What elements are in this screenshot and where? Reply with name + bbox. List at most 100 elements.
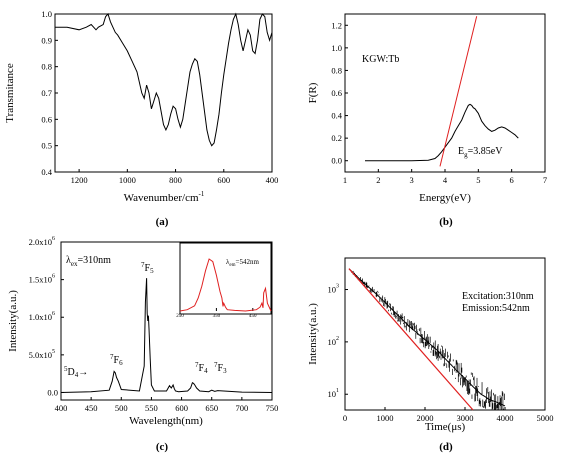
y-tick-label-b: 0.0 bbox=[331, 156, 342, 166]
series-line-b-fit bbox=[439, 16, 478, 167]
y-tick-label-sup: 6 bbox=[52, 236, 55, 242]
annotation-c-5d4-d: D bbox=[68, 367, 75, 378]
annotation-c-7f6-f: F bbox=[114, 355, 120, 366]
series-line-c bbox=[60, 278, 273, 393]
y-tick-label-sup: 6 bbox=[52, 274, 55, 280]
x-tick-label-c: 450 bbox=[85, 403, 98, 413]
y-tick-label-text: 0.5 bbox=[41, 141, 52, 151]
x-tick-label-b: 1 bbox=[343, 175, 347, 185]
y-tick-label-a: 0.7 bbox=[41, 88, 52, 98]
y-tick-label-text: 0.0 bbox=[47, 387, 58, 397]
y-tick-label-text: 1.0 bbox=[41, 9, 52, 19]
x-tick-label-b: 7 bbox=[543, 175, 547, 185]
annotation-c-7f4-sup: 7 bbox=[195, 361, 199, 369]
plot-frame-d bbox=[344, 257, 546, 411]
annotation-c-7f5-sub: 5 bbox=[150, 267, 154, 275]
x-tick-label-b: 5 bbox=[476, 175, 480, 185]
plot-frame-a bbox=[54, 13, 273, 173]
y-tick-label-text: 0.4 bbox=[331, 111, 342, 121]
y-tick-label-d: 103 bbox=[328, 284, 340, 295]
x-tick-label-c: 700 bbox=[235, 403, 248, 413]
y-tick-label-c: 2.0x106 bbox=[29, 236, 55, 247]
series-line-d-fit bbox=[348, 268, 474, 411]
x-tick-label-c: 750 bbox=[266, 403, 279, 413]
x-tick-label-a: 400 bbox=[266, 175, 279, 185]
y-tick-label-c: 1.0x106 bbox=[29, 311, 55, 322]
x-tick-label-ci: 350 bbox=[213, 314, 221, 319]
x-tick-label-a: 1000 bbox=[119, 175, 136, 185]
x-axis-label-a: Wavenumber/cm-1 bbox=[124, 190, 205, 204]
x-tick-label-b: 2 bbox=[376, 175, 380, 185]
y-tick-label-text: 0.2 bbox=[331, 133, 342, 143]
y-tick-label-text: 0.7 bbox=[41, 88, 52, 98]
panel-a: 1200 1000 800 600 400 0.4 0.5 0.6 0.7 0.8 0.9 1.0 W… bbox=[4, 9, 278, 204]
annotation-c-value: =310nm bbox=[77, 255, 111, 266]
y-tick-label-text: 0.8 bbox=[331, 65, 342, 75]
annotation-d-excitation: Excitation:310nm bbox=[462, 291, 534, 302]
y-tick-label-text: 10 bbox=[328, 389, 337, 399]
x-tick-label-d: 0 bbox=[343, 413, 347, 423]
x-tick-label-d: 4000 bbox=[497, 413, 514, 423]
y-tick-label-a: 0.6 bbox=[41, 114, 52, 124]
y-tick-label-text: 1.0x10 bbox=[29, 312, 52, 322]
y-tick-label-b: 0.8 bbox=[331, 65, 342, 75]
x-axis-label-a-sup: -1 bbox=[199, 190, 205, 198]
annotation-c-7f5-sup: 7 bbox=[141, 261, 145, 269]
y-tick-label-a: 0.4 bbox=[41, 167, 52, 177]
y-tick-label-text: 0.9 bbox=[41, 35, 52, 45]
annotation-c-excitation: λex=310nm bbox=[66, 255, 111, 268]
x-tick-label-ci: 250 bbox=[176, 314, 184, 319]
y-tick-label-a: 1.0 bbox=[41, 9, 52, 19]
x-tick-label-a: 600 bbox=[217, 175, 230, 185]
y-tick-label-d: 102 bbox=[328, 336, 340, 347]
y-tick-label-b: 0.2 bbox=[331, 133, 342, 143]
y-tick-label-b: 0.4 bbox=[331, 111, 342, 121]
annotation-c-7f3-sub: 3 bbox=[223, 367, 227, 375]
y-tick-label-text: 10 bbox=[328, 337, 337, 347]
annotation-c-7f3: 7F3 bbox=[214, 361, 227, 375]
annotation-c-7f3-f: F bbox=[218, 363, 224, 374]
y-tick-label-b: 0.6 bbox=[331, 88, 342, 98]
y-tick-label-sup: 6 bbox=[52, 311, 55, 317]
annotation-c-7f3-sup: 7 bbox=[214, 361, 218, 369]
y-tick-label-text: 0.6 bbox=[41, 114, 52, 124]
annotation-b-g: g bbox=[464, 151, 468, 159]
y-tick-label-a: 0.5 bbox=[41, 141, 52, 151]
x-tick-label-a: 1200 bbox=[71, 175, 88, 185]
x-tick-label-c: 500 bbox=[115, 403, 128, 413]
x-tick-label-ci: 450 bbox=[249, 314, 257, 319]
y-axis-label-a: Transmitance bbox=[4, 63, 16, 123]
annotation-c-7f4-f: F bbox=[199, 363, 205, 374]
y-tick-label-sup: 5 bbox=[52, 349, 55, 355]
y-tick-label-text: 1.2 bbox=[331, 20, 342, 30]
series-line-c-inset bbox=[179, 258, 272, 312]
y-tick-label-text: 0.4 bbox=[41, 167, 52, 177]
annotation-c-7f4: 7F4 bbox=[195, 361, 208, 375]
series-line-b-spectrum bbox=[365, 103, 519, 162]
x-tick-label-d: 2000 bbox=[417, 413, 434, 423]
y-tick-label-d: 101 bbox=[328, 388, 340, 399]
y-tick-label-text: 1.0 bbox=[331, 43, 342, 53]
y-tick-label-text: 5.0x10 bbox=[29, 350, 52, 360]
annotation-c-5d4-sub: 4 bbox=[75, 371, 79, 379]
y-tick-label-b: 1.0 bbox=[331, 43, 342, 53]
x-tick-label-d: 5000 bbox=[537, 413, 554, 423]
annotation-c-7f4-sub: 4 bbox=[204, 367, 208, 375]
panel-c: 400 450 500 550 600 650 700 7500.05.0x1051.0x10… bbox=[7, 236, 278, 427]
y-tick-label-text: 10 bbox=[328, 285, 337, 295]
x-tick-label-b: 3 bbox=[410, 175, 414, 185]
x-tick-label-c: 650 bbox=[205, 403, 218, 413]
y-tick-label-sup: 2 bbox=[336, 336, 339, 342]
x-axis-label-d: Time(μs) bbox=[425, 421, 466, 433]
annotation-b-value: =3.85eV bbox=[468, 146, 504, 157]
x-tick-label-c: 400 bbox=[55, 403, 68, 413]
inset-frame-c bbox=[179, 242, 272, 315]
y-tick-label-sup: 1 bbox=[336, 388, 339, 394]
caption-d: (d) bbox=[439, 441, 453, 453]
annotation-c-7f6-sup: 7 bbox=[110, 353, 114, 361]
x-tick-label-d: 1000 bbox=[377, 413, 394, 423]
x-tick-label-b: 6 bbox=[510, 175, 514, 185]
y-tick-label-c: 1.5x106 bbox=[29, 274, 55, 285]
